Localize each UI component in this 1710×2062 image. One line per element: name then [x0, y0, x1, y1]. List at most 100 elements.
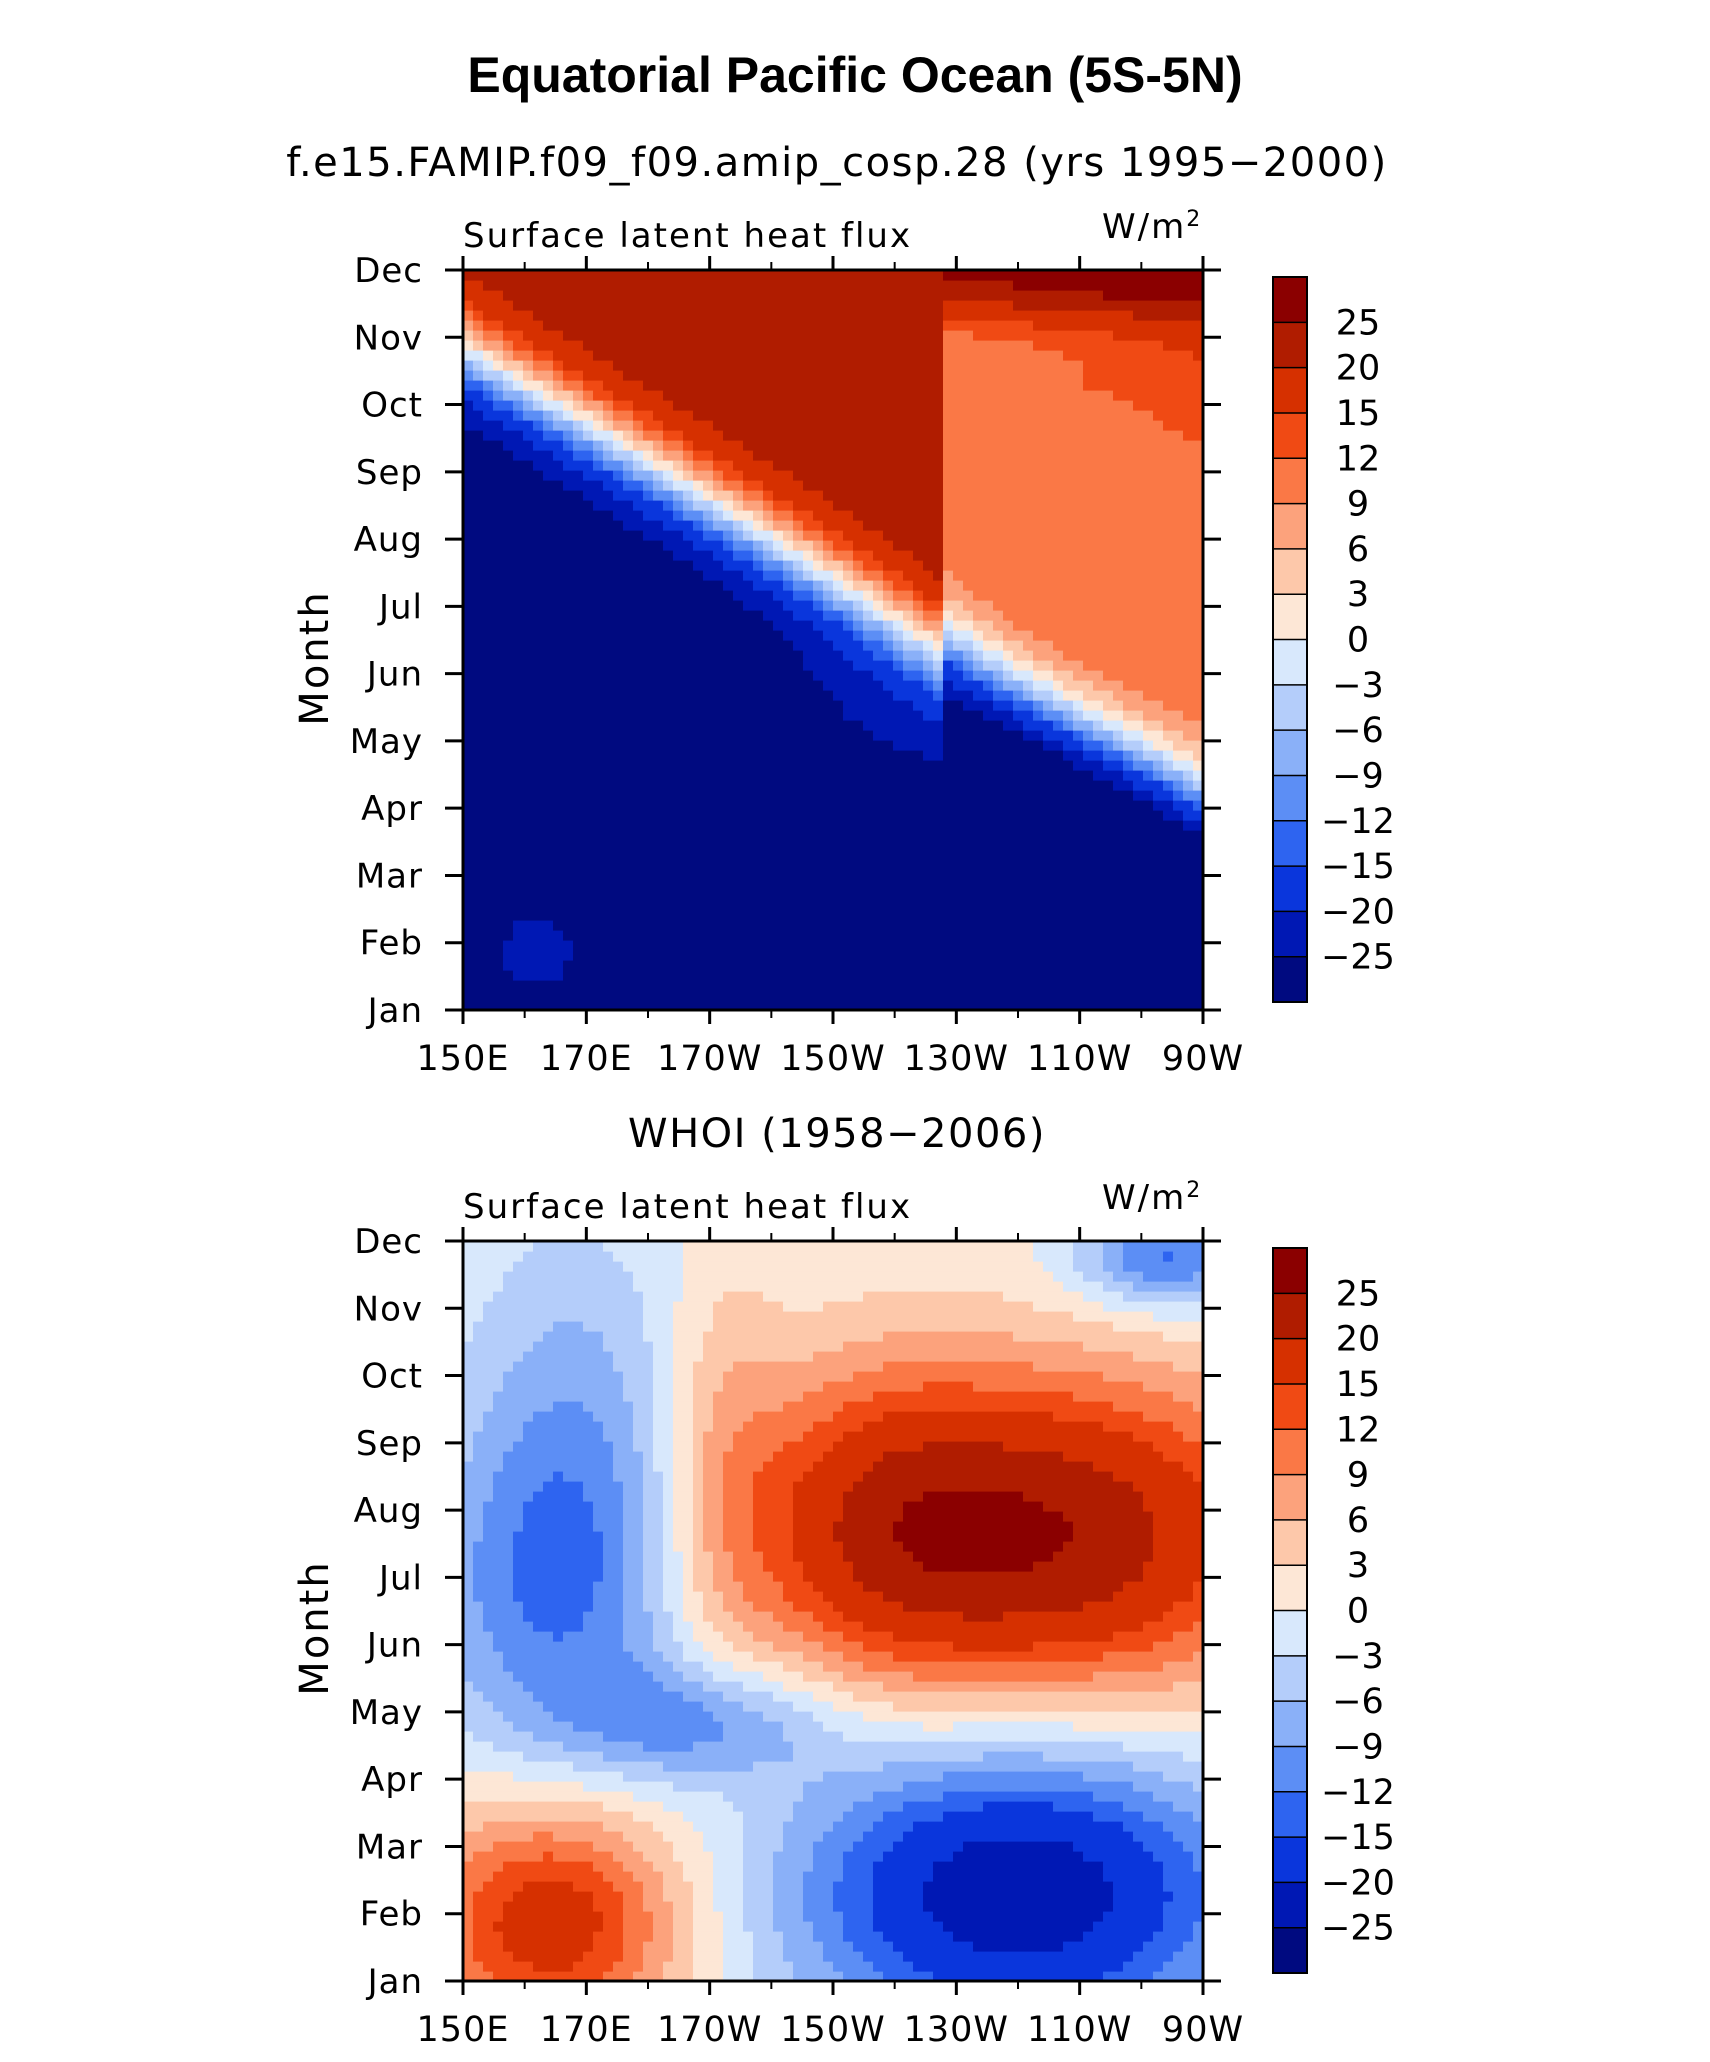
- heatmap-cell: [713, 440, 724, 451]
- heatmap-cell: [583, 950, 594, 961]
- heatmap-cell: [643, 620, 654, 631]
- heatmap-cell: [843, 780, 854, 791]
- heatmap-cell: [463, 450, 474, 461]
- heatmap-cell: [703, 580, 714, 591]
- heatmap-cell: [553, 650, 564, 661]
- heatmap-cell: [663, 930, 674, 941]
- heatmap-cell: [573, 950, 584, 961]
- heatmap-cell: [523, 480, 534, 491]
- heatmap-cell: [943, 560, 954, 571]
- heatmap-cell: [463, 920, 474, 931]
- heatmap-cell: [673, 700, 684, 711]
- heatmap-cell: [813, 710, 824, 721]
- heatmap-cell: [1083, 830, 1094, 841]
- heatmap-cell: [783, 790, 794, 801]
- heatmap-cell: [1023, 360, 1034, 371]
- heatmap-cell: [1033, 640, 1044, 651]
- heatmap-cell: [1113, 550, 1124, 561]
- heatmap-cell: [763, 680, 774, 691]
- heatmap-cell: [1033, 270, 1044, 281]
- heatmap-cell: [973, 890, 984, 901]
- heatmap-cell: [1113, 530, 1124, 541]
- heatmap-cell: [883, 350, 894, 361]
- heatmap-cell: [703, 310, 714, 321]
- heatmap-cell: [773, 360, 784, 371]
- heatmap-cell: [643, 610, 654, 621]
- heatmap-cell: [923, 890, 934, 901]
- heatmap-cell: [1013, 690, 1024, 701]
- heatmap-cell: [1003, 450, 1014, 461]
- heatmap-cell: [633, 1000, 644, 1011]
- heatmap-cell: [833, 880, 844, 891]
- heatmap-cell: [503, 320, 514, 331]
- heatmap-cell: [773, 660, 784, 671]
- heatmap-cell: [1103, 330, 1114, 341]
- heatmap-cell: [783, 910, 794, 921]
- heatmap-cell: [773, 650, 784, 661]
- heatmap-cell: [953, 350, 964, 361]
- heatmap-cell: [923, 680, 934, 691]
- heatmap-cell: [653, 440, 664, 451]
- heatmap-cell: [643, 850, 654, 861]
- heatmap-cell: [783, 580, 794, 591]
- heatmap-cell: [843, 750, 854, 761]
- heatmap-cell: [993, 580, 1004, 591]
- heatmap-cell: [1103, 850, 1114, 861]
- heatmap-cell: [853, 410, 864, 421]
- heatmap-cell: [993, 910, 1004, 921]
- heatmap-cell: [463, 960, 474, 971]
- heatmap-cell: [543, 370, 554, 381]
- heatmap-cell: [723, 420, 734, 431]
- heatmap-cell: [603, 750, 614, 761]
- heatmap-cell: [1093, 660, 1104, 671]
- heatmap-cell: [713, 610, 724, 621]
- heatmap-cell: [963, 550, 974, 561]
- heatmap-cell: [1133, 880, 1144, 891]
- heatmap-cell: [1133, 830, 1144, 841]
- heatmap-cell: [633, 590, 644, 601]
- heatmap-cell: [643, 470, 654, 481]
- heatmap-cell: [643, 650, 654, 661]
- heatmap-cell: [893, 470, 904, 481]
- heatmap-cell: [913, 820, 924, 831]
- heatmap-cell: [983, 360, 994, 371]
- heatmap-cell: [1063, 730, 1074, 741]
- heatmap-cell: [513, 390, 524, 401]
- heatmap-cell: [853, 730, 864, 741]
- heatmap-cell: [563, 670, 574, 681]
- heatmap-cell: [1003, 800, 1014, 811]
- heatmap-cell: [883, 500, 894, 511]
- heatmap-cell: [1083, 540, 1094, 551]
- heatmap-cell: [1093, 810, 1104, 821]
- heatmap-cell: [893, 890, 904, 901]
- heatmap-cell: [1103, 940, 1114, 951]
- heatmap-cell: [843, 630, 854, 641]
- heatmap-cell: [683, 440, 694, 451]
- heatmap-cell: [583, 980, 594, 991]
- heatmap-cell: [713, 550, 724, 561]
- heatmap-cell: [963, 420, 974, 431]
- heatmap-cell: [713, 650, 724, 661]
- heatmap-cell: [973, 680, 984, 691]
- heatmap-cell: [633, 280, 644, 291]
- heatmap-cell: [983, 700, 994, 711]
- heatmap-cell: [583, 470, 594, 481]
- heatmap-cell: [893, 460, 904, 471]
- heatmap-cell: [593, 390, 604, 401]
- heatmap-cell: [473, 760, 484, 771]
- heatmap-cell: [813, 460, 824, 471]
- heatmap-cell: [483, 470, 494, 481]
- heatmap-cell: [1053, 590, 1064, 601]
- heatmap-cell: [583, 590, 594, 601]
- heatmap-cell: [613, 550, 624, 561]
- heatmap-cell: [813, 640, 824, 651]
- heatmap-cell: [503, 970, 514, 981]
- heatmap-cell: [863, 330, 874, 341]
- heatmap-cell: [913, 710, 924, 721]
- heatmap-cell: [1053, 350, 1064, 361]
- heatmap-cell: [473, 550, 484, 561]
- heatmap-cell: [1003, 1000, 1014, 1011]
- heatmap-cell: [723, 680, 734, 691]
- heatmap-cell: [983, 710, 994, 721]
- heatmap-cell: [603, 460, 614, 471]
